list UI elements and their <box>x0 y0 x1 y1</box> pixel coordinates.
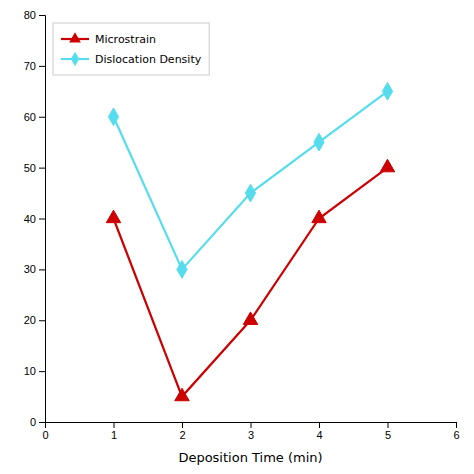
y-tick: 70 <box>24 60 45 72</box>
y-tick-mark <box>39 320 45 321</box>
x-tick-label: 5 <box>385 429 391 441</box>
y-tick-label: 10 <box>24 365 36 377</box>
y-tick-mark <box>39 66 45 67</box>
series-point <box>108 108 118 126</box>
y-axis: 0 10 20 30 40 50 60 70 80 <box>24 9 46 428</box>
legend-box <box>53 23 209 75</box>
x-tick-label: 2 <box>179 429 185 441</box>
chart: 012345601020304050607080MicrostrainDislo… <box>0 0 474 474</box>
legend-marker <box>71 52 79 66</box>
x-tick: 3 <box>248 422 254 441</box>
series-point <box>312 210 326 222</box>
series-line <box>114 168 388 397</box>
x-tick-mark <box>114 422 115 428</box>
series-point <box>175 388 189 400</box>
series-point <box>245 184 255 202</box>
series-point <box>106 210 120 222</box>
series-line <box>114 91 388 269</box>
x-tick-label: 0 <box>42 429 48 441</box>
y-tick-label: 20 <box>24 314 36 326</box>
series-point <box>380 159 394 171</box>
x-tick-label: 4 <box>316 429 322 441</box>
x-tick-label: 1 <box>111 429 117 441</box>
x-axis: 0 1 2 3 4 5 6 <box>42 422 459 441</box>
series-point <box>177 261 187 279</box>
x-tick-mark <box>182 422 183 428</box>
legend-item: Microstrain <box>61 32 156 46</box>
x-tick-mark <box>319 422 320 428</box>
legend-label: Microstrain <box>95 33 156 46</box>
y-tick-label: 80 <box>24 9 36 21</box>
y-tick: 80 <box>24 9 45 21</box>
y-tick-mark <box>39 117 45 118</box>
legend-item: Dislocation Density <box>61 52 202 66</box>
x-tick-mark <box>456 422 457 428</box>
y-tick-mark <box>39 168 45 169</box>
x-tick-label: 3 <box>248 429 254 441</box>
y-tick-label: 30 <box>24 263 36 275</box>
x-tick-mark <box>251 422 252 428</box>
y-tick-label: 40 <box>24 213 36 225</box>
y-tick-mark <box>39 371 45 372</box>
legend-marker <box>69 32 81 42</box>
x-tick: 4 <box>316 422 322 441</box>
series-point <box>314 133 324 151</box>
y-tick-label: 50 <box>24 162 36 174</box>
y-tick-mark <box>39 219 45 220</box>
y-tick: 50 <box>24 162 45 174</box>
legend: Microstrain Dislocation Density <box>53 23 209 75</box>
y-tick: 40 <box>24 213 45 225</box>
series-point <box>382 82 392 100</box>
marks <box>106 82 394 400</box>
x-tick-label: 6 <box>453 429 459 441</box>
x-axis-title: Deposition Time (min) <box>178 450 322 465</box>
x-tick: 5 <box>385 422 391 441</box>
x-tick-mark <box>388 422 389 428</box>
y-tick: 0 <box>30 416 45 428</box>
y-tick-mark <box>39 269 45 270</box>
y-tick-mark <box>39 15 45 16</box>
y-tick-label: 0 <box>30 416 36 428</box>
y-tick-label: 60 <box>24 111 36 123</box>
x-axis-line <box>46 423 457 429</box>
x-tick: 1 <box>111 422 117 441</box>
x-tick: 2 <box>179 422 185 441</box>
x-tick: 0 <box>42 422 48 441</box>
y-tick: 30 <box>24 263 45 275</box>
y-tick-label: 70 <box>24 60 36 72</box>
y-tick: 10 <box>24 365 45 377</box>
legend-label: Dislocation Density <box>95 53 202 66</box>
series-point <box>243 312 257 324</box>
plot: 012345601020304050607080MicrostrainDislo… <box>24 9 460 441</box>
y-tick-mark <box>39 422 45 423</box>
x-tick: 6 <box>453 422 459 441</box>
y-tick: 60 <box>24 111 45 123</box>
y-axis-line <box>39 16 46 423</box>
y-tick: 20 <box>24 314 45 326</box>
